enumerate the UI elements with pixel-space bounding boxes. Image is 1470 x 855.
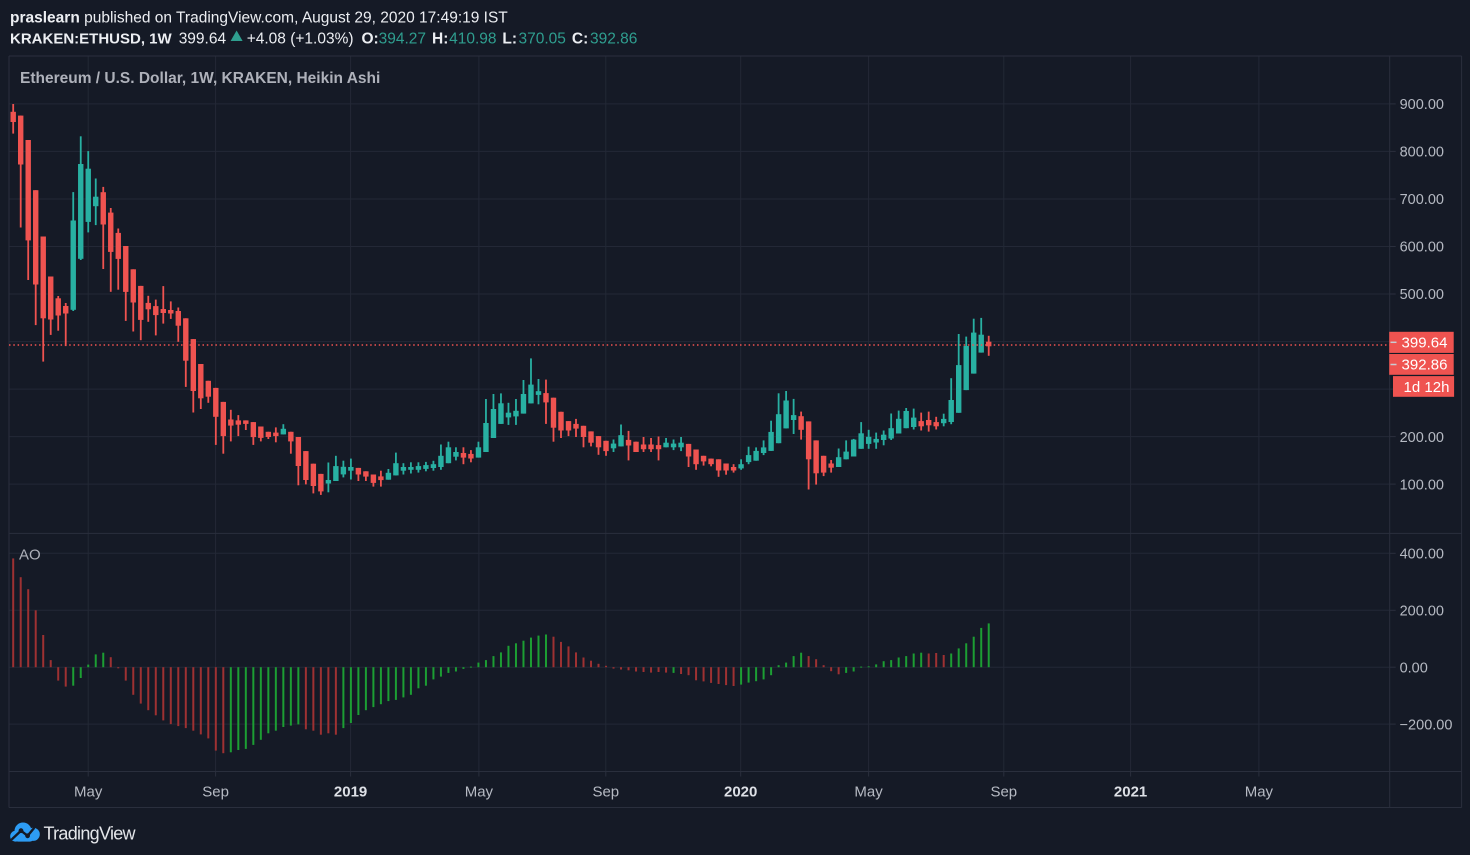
svg-text:200.00: 200.00	[1400, 604, 1444, 620]
svg-text:500.00: 500.00	[1400, 287, 1444, 303]
svg-text:394.27: 394.27	[379, 31, 426, 48]
svg-text:May: May	[854, 784, 883, 801]
svg-text:AO: AO	[19, 547, 41, 564]
svg-text:800.00: 800.00	[1400, 145, 1444, 161]
svg-text:praslearn published on Trading: praslearn published on TradingView.com, …	[10, 10, 508, 27]
svg-text:C:: C:	[572, 31, 588, 48]
svg-text:1d 12h: 1d 12h	[1404, 379, 1450, 396]
svg-text:600.00: 600.00	[1400, 240, 1444, 256]
svg-text:2019: 2019	[334, 784, 367, 801]
svg-text:Sep: Sep	[990, 784, 1017, 801]
svg-text:400.00: 400.00	[1400, 547, 1444, 563]
svg-text:May: May	[465, 784, 494, 801]
svg-text:392.86: 392.86	[590, 31, 637, 48]
svg-text:700.00: 700.00	[1400, 192, 1444, 208]
svg-text:TradingView: TradingView	[44, 824, 137, 844]
svg-text:May: May	[1245, 784, 1274, 801]
svg-text:200.00: 200.00	[1400, 430, 1444, 446]
svg-text:Sep: Sep	[592, 784, 619, 801]
svg-text:399.64: 399.64	[1402, 335, 1448, 352]
svg-text:H:: H:	[432, 31, 448, 48]
svg-text:O:: O:	[362, 31, 379, 48]
svg-text:Ethereum / U.S. Dollar, 1W, KR: Ethereum / U.S. Dollar, 1W, KRAKEN, Heik…	[20, 70, 380, 87]
svg-text:KRAKEN:ETHUSD, 1W: KRAKEN:ETHUSD, 1W	[10, 31, 173, 48]
svg-text:399.64: 399.64	[179, 31, 227, 48]
svg-text:−200.00: −200.00	[1400, 717, 1453, 733]
svg-text:100.00: 100.00	[1400, 477, 1444, 493]
svg-text:2021: 2021	[1114, 784, 1147, 801]
svg-text:410.98: 410.98	[449, 31, 496, 48]
svg-text:392.86: 392.86	[1402, 357, 1448, 374]
svg-text:+4.08 (+1.03%): +4.08 (+1.03%)	[247, 31, 354, 48]
svg-text:370.05: 370.05	[519, 31, 566, 48]
svg-text:2020: 2020	[724, 784, 757, 801]
svg-text:L:: L:	[502, 31, 517, 48]
svg-text:May: May	[74, 784, 103, 801]
svg-text:0.00: 0.00	[1400, 660, 1428, 676]
svg-text:Sep: Sep	[202, 784, 229, 801]
svg-text:900.00: 900.00	[1400, 97, 1444, 113]
